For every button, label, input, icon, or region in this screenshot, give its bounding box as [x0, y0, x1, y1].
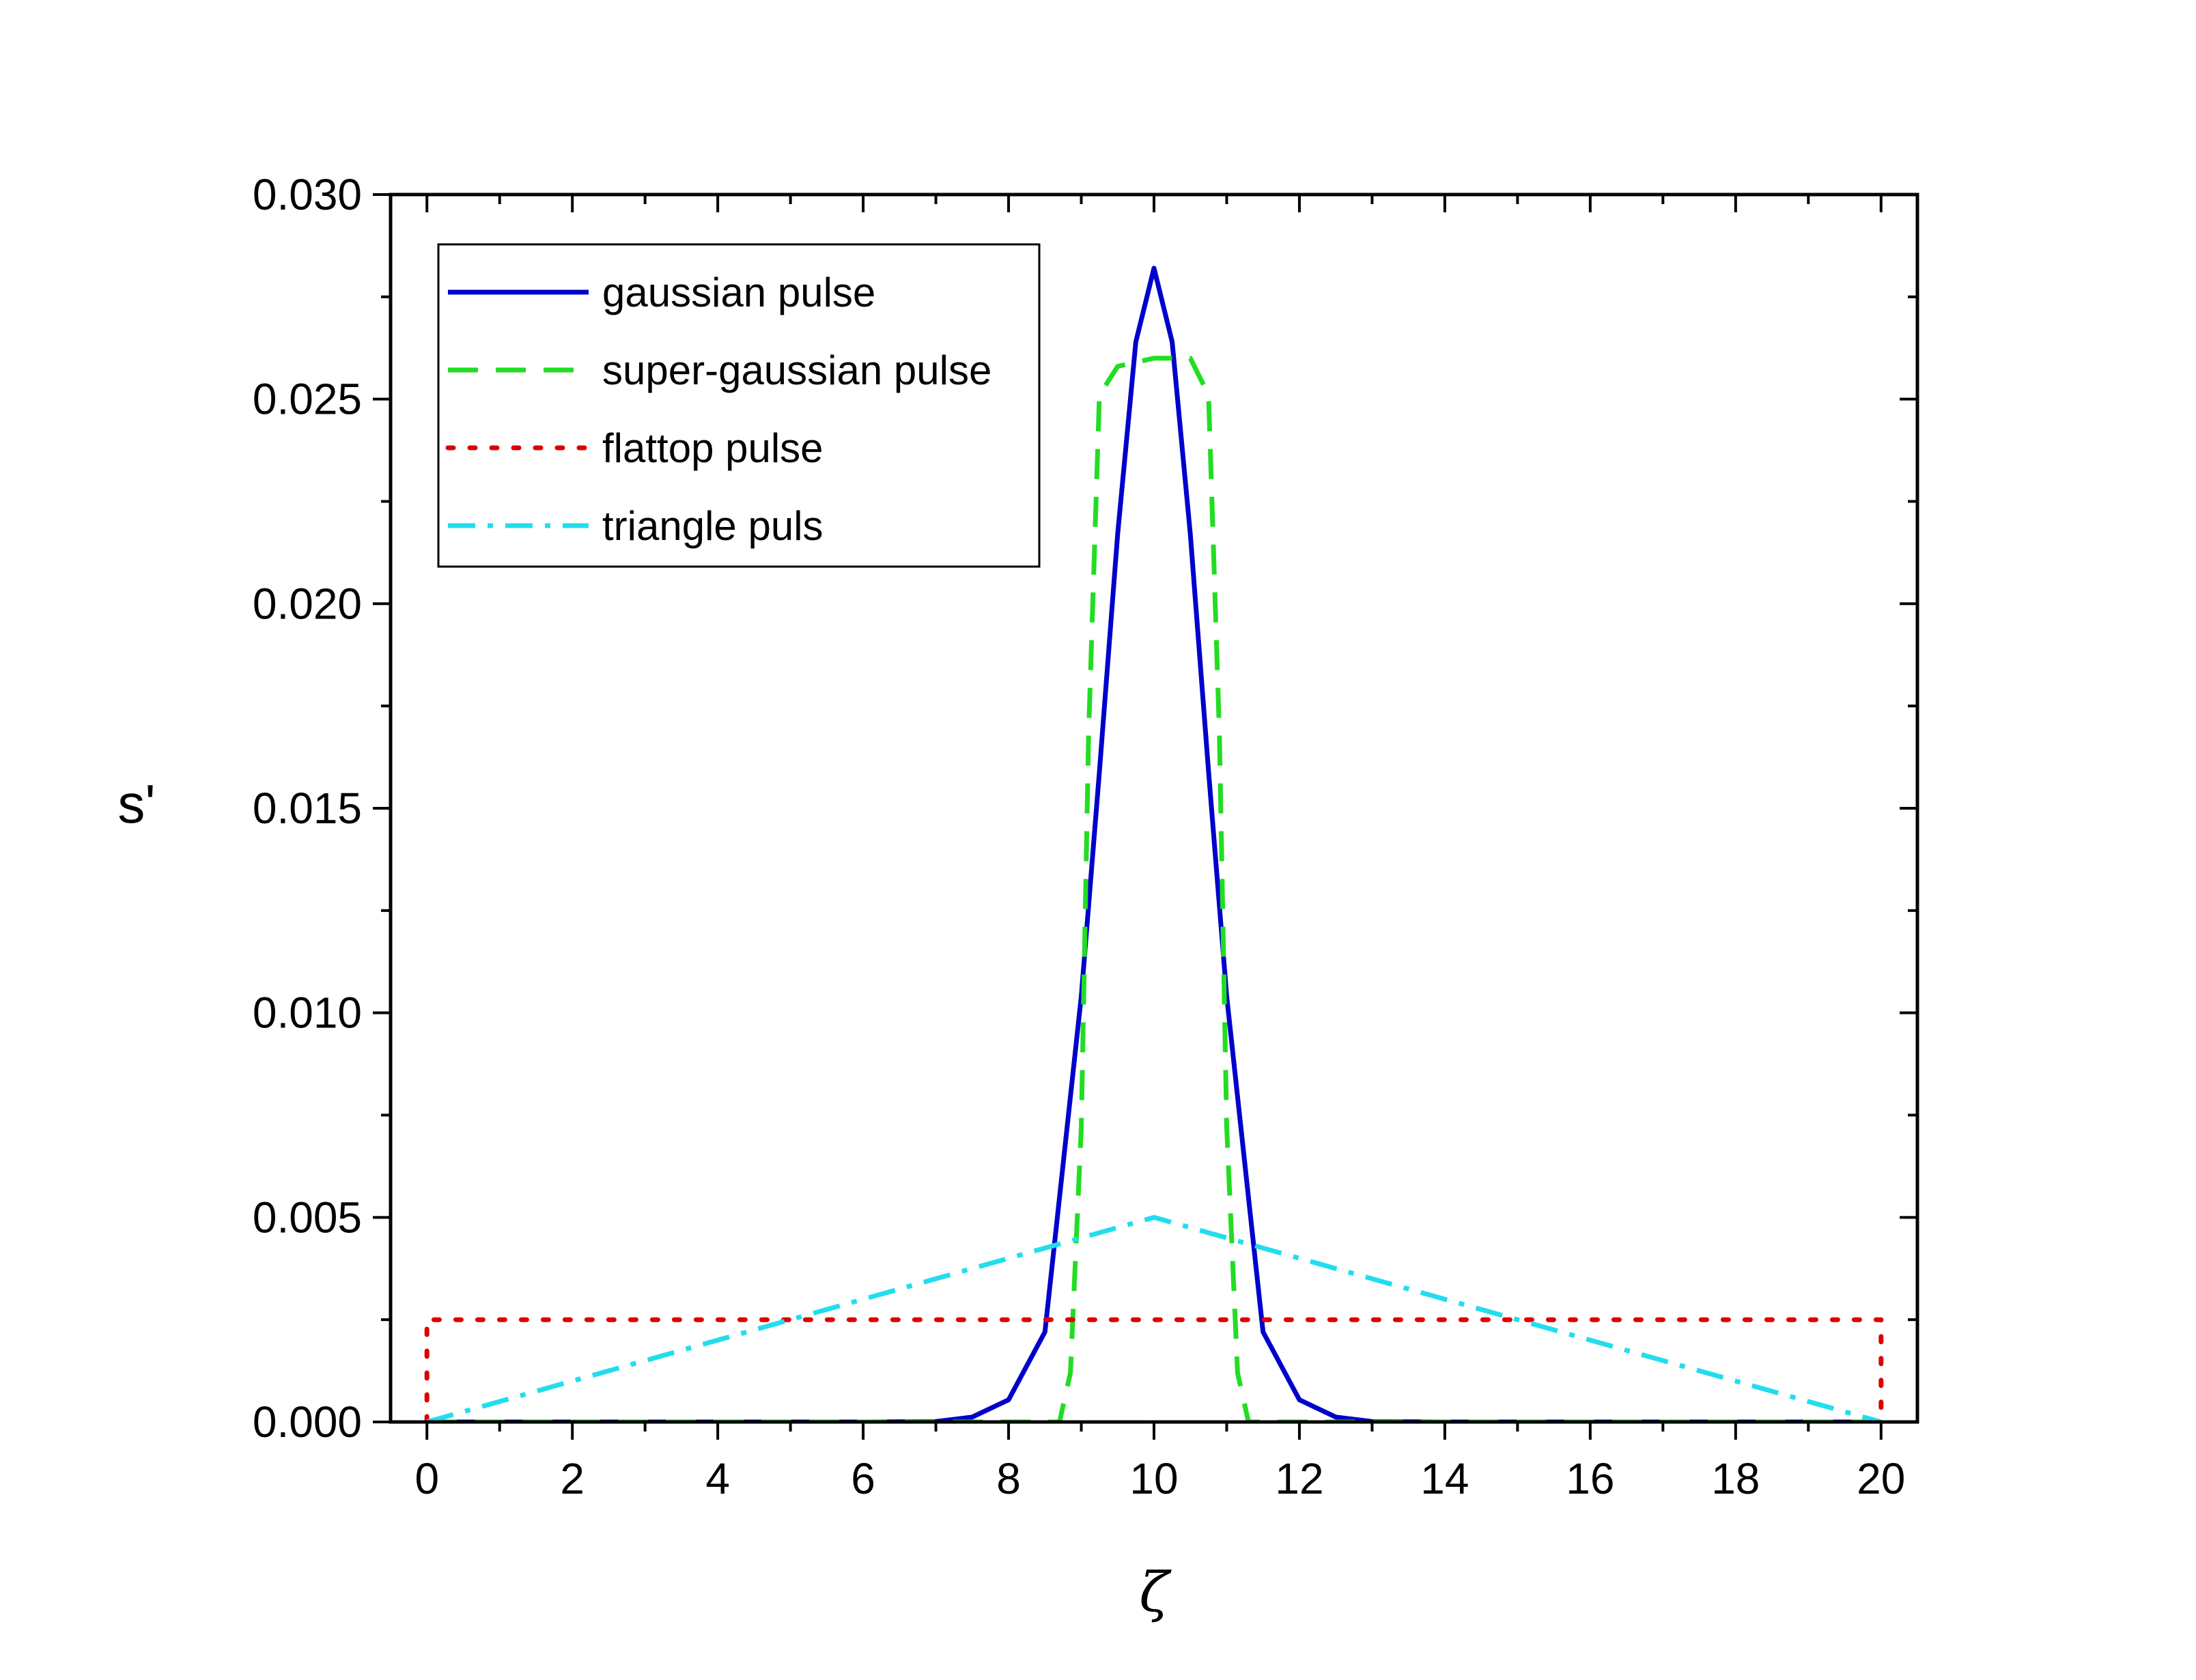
- series-line-super-gaussian-pulse: [427, 356, 1881, 1422]
- x-tick-label: 10: [1129, 1454, 1178, 1503]
- y-tick-label: 0.025: [253, 375, 362, 424]
- legend-label: triangle puls: [602, 503, 824, 549]
- x-tick-label: 2: [560, 1454, 585, 1503]
- y-tick-label: 0.010: [253, 988, 362, 1038]
- legend-box: [437, 243, 1041, 568]
- series-line-flattop-pulse: [424, 1317, 1884, 1422]
- x-tick-label: 6: [851, 1454, 875, 1503]
- legend: gaussian pulse super-gaussian pulse flatto…: [437, 243, 1041, 568]
- x-tick-label: 16: [1566, 1454, 1614, 1503]
- series-line-gaussian-pulse: [427, 266, 1881, 1422]
- x-axis: 0 2 4 6 8 10 12 14 16 18 20: [414, 195, 1905, 1503]
- y-axis-title: s': [117, 773, 155, 834]
- y-tick-label: 0.015: [253, 784, 362, 833]
- legend-label: flattop pulse: [602, 425, 824, 471]
- legend-label: gaussian pulse: [602, 270, 875, 315]
- x-tick-label: 4: [705, 1454, 730, 1503]
- x-tick-label: 18: [1711, 1454, 1760, 1503]
- y-tick-label: 0.030: [253, 170, 362, 219]
- x-axis-title: ζ: [1139, 1561, 1172, 1624]
- series-layer: [424, 266, 1884, 1422]
- y-axis: 0.000 0.005 0.010 0.015 0.020 0.025 0.030: [253, 170, 1917, 1447]
- y-tick-label: 0.020: [253, 579, 362, 628]
- legend-label: super-gaussian pulse: [602, 347, 991, 393]
- x-tick-label: 12: [1275, 1454, 1323, 1503]
- series-line-triangle-puls: [426, 1214, 1882, 1422]
- x-tick-label: 8: [996, 1454, 1021, 1503]
- x-tick-label: 0: [414, 1454, 439, 1503]
- y-tick-label: 0.000: [253, 1397, 362, 1447]
- y-tick-label: 0.005: [253, 1193, 362, 1242]
- x-tick-label: 20: [1857, 1454, 1905, 1503]
- x-tick-label: 14: [1420, 1454, 1469, 1503]
